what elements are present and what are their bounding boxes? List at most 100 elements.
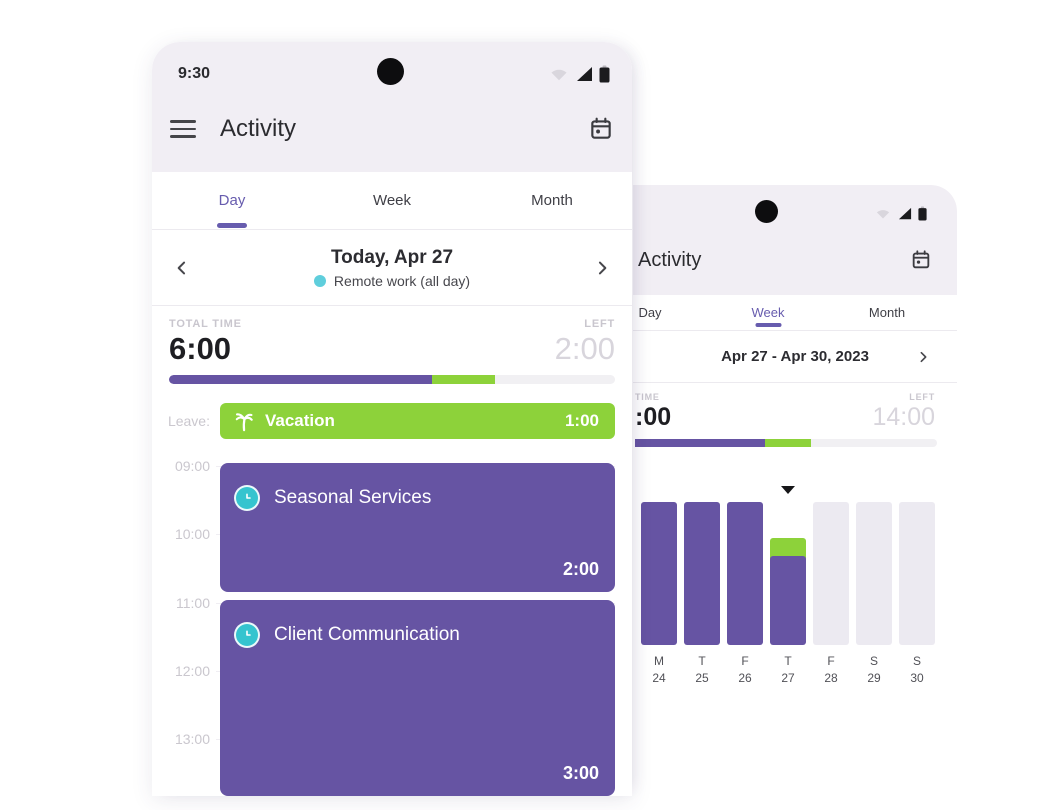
menu-icon[interactable] — [170, 120, 196, 138]
event-head: Seasonal Services — [220, 463, 615, 511]
bar-label: F 28 — [813, 653, 849, 687]
bar-day-letter: S — [869, 654, 878, 668]
chevron-right-icon — [598, 261, 607, 274]
bar-segment-worked — [684, 502, 720, 645]
progress-worked-segment — [169, 375, 433, 384]
day-summary: TOTAL TIME LEFT 6:00 2:00 — [152, 306, 632, 395]
event-block[interactable]: Seasonal Services 2:00 — [220, 463, 615, 592]
status-time: 9:30 — [178, 65, 211, 82]
clock-icon — [234, 485, 260, 511]
bar-day-letter: T — [784, 654, 792, 668]
bar-day-letter: S — [912, 654, 921, 668]
left-label: LEFT — [909, 392, 935, 402]
status-and-header: Activity — [633, 185, 957, 295]
chevron-left-icon — [177, 261, 186, 274]
tab-day[interactable]: Day — [152, 172, 312, 229]
tab-day[interactable]: Day — [638, 295, 661, 330]
bar-segment-leave — [770, 537, 806, 559]
chevron-right-icon — [920, 351, 927, 362]
status-icons — [548, 65, 610, 83]
battery-icon — [918, 206, 927, 220]
bar-24[interactable] — [641, 502, 677, 645]
bar-28[interactable] — [813, 502, 849, 645]
bar-segment-worked — [770, 555, 806, 645]
bar-segment-worked — [727, 502, 763, 645]
left-time-value: 2:00 — [554, 331, 615, 366]
view-tabs: Day Week Month — [152, 172, 632, 230]
hour-label: 10:00 — [174, 526, 210, 543]
week-bar-chart: M 24 T 25 F 26 T 27 F 28 S 29 S 30 — [633, 450, 957, 700]
date-display: Today, Apr 27 Remote work (all day) — [198, 247, 586, 289]
phone-day-view: 9:30 Activity Day Week Month — [152, 42, 632, 796]
tab-label: Day — [218, 192, 246, 209]
status-icons — [874, 206, 927, 221]
clock-icon — [234, 621, 260, 648]
next-week-button[interactable] — [909, 343, 937, 371]
bar-26[interactable] — [727, 502, 763, 645]
tab-week[interactable]: Week — [312, 172, 472, 229]
view-tabs: Day Week Month — [633, 295, 957, 331]
remote-work-label: Remote work (all day) — [333, 272, 471, 289]
bar-day-number: 24 — [652, 671, 666, 685]
prev-day-button[interactable] — [166, 252, 198, 284]
event-duration: 2:00 — [562, 558, 599, 579]
tab-label: Day — [638, 305, 662, 320]
event-head: Client Communication — [220, 600, 615, 648]
event-block[interactable]: Client Communication 3:00 — [220, 599, 615, 796]
cellular-signal-icon — [898, 207, 912, 219]
hour-label: 12:00 — [174, 662, 210, 679]
date-title: Today, Apr 27 — [330, 246, 454, 268]
calendar-icon[interactable] — [910, 249, 932, 271]
status-bar — [633, 185, 957, 231]
bar-label: T 25 — [684, 653, 720, 687]
camera-cutout — [377, 58, 404, 85]
active-tab-indicator — [755, 323, 781, 327]
calendar-icon[interactable] — [588, 116, 614, 142]
tab-month[interactable]: Month — [869, 295, 905, 330]
leave-event-vacation[interactable]: Vacation 1:00 — [220, 403, 615, 439]
hour-label: 13:00 — [174, 731, 210, 747]
date-navigation: Today, Apr 27 Remote work (all day) — [152, 230, 632, 306]
bar-segment-placeholder — [813, 502, 849, 645]
bar-27[interactable] — [770, 537, 806, 645]
bar-day-number: 30 — [910, 671, 924, 685]
week-summary: TIME LEFT :00 14:00 — [633, 383, 957, 450]
tab-week[interactable]: Week — [752, 295, 785, 330]
remote-work-dot-icon — [313, 274, 326, 287]
wifi-icon — [551, 69, 567, 81]
tab-month[interactable]: Month — [472, 172, 632, 229]
bar-axis-labels: M 24 T 25 F 26 T 27 F 28 S 29 S 30 — [641, 653, 935, 687]
event-title: Seasonal Services — [274, 487, 432, 508]
date-range-title: Apr 27 - Apr 30, 2023 — [721, 348, 869, 365]
week-progress-bar — [635, 439, 937, 447]
progress-worked-segment — [635, 439, 765, 447]
camera-cutout — [755, 200, 778, 223]
bar-29[interactable] — [856, 502, 892, 645]
left-label: LEFT — [584, 318, 615, 330]
event-title: Client Communication — [274, 623, 460, 645]
page-title: Activity — [638, 248, 702, 271]
progress-leave-segment — [432, 375, 495, 384]
palm-tree-icon — [235, 412, 253, 431]
page-title: Activity — [220, 115, 297, 142]
left-time-value: 14:00 — [872, 403, 935, 431]
bar-25[interactable] — [684, 502, 720, 645]
bar-label: T 27 — [770, 653, 806, 687]
bar-day-number: 28 — [824, 671, 838, 685]
status-bar: 9:30 — [152, 42, 632, 94]
battery-icon — [599, 65, 610, 83]
next-day-button[interactable] — [586, 252, 618, 284]
bar-30[interactable] — [899, 502, 935, 645]
date-subtitle: Remote work (all day) — [198, 273, 586, 289]
bars-container — [641, 502, 935, 645]
bar-day-letter: F — [827, 654, 835, 668]
tab-label: Week — [751, 305, 785, 320]
date-navigation: Apr 27 - Apr 30, 2023 — [633, 331, 957, 383]
cellular-signal-icon — [577, 67, 592, 81]
leave-event-title: Vacation — [265, 411, 335, 430]
phone-week-view: Activity Day Week Month Apr 27 - Apr 30, 2… — [633, 185, 957, 700]
leave-row-label: Leave: — [167, 413, 210, 429]
active-tab-indicator — [217, 223, 247, 228]
progress-leave-segment — [765, 439, 811, 447]
today-marker-icon — [781, 486, 795, 494]
